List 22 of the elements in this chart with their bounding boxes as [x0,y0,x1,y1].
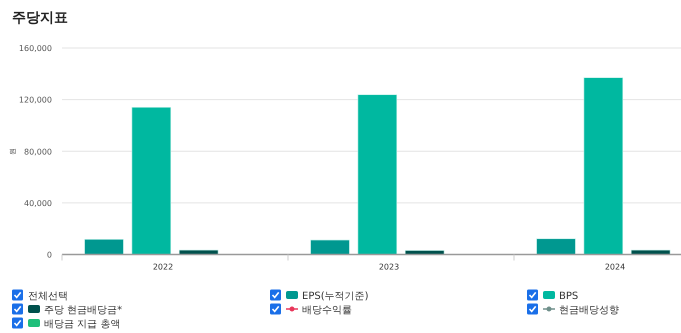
y-tick-label: 160,000 [18,44,52,53]
legend-label: BPS [559,291,578,302]
bar [584,77,624,255]
legend-title: 전체선택 [28,291,68,302]
bar [132,107,172,255]
y-tick-label: 40,000 [24,198,52,208]
y-tick-label: 0 [46,250,52,260]
x-tick-label: 2022 [152,262,174,272]
bar [358,94,398,255]
legend-label: 현금배당성향 [559,305,619,316]
y-tick-label: 120,000 [18,96,52,105]
chart-title: 주당지표 [12,10,68,26]
x-tick-label: 2024 [604,262,626,272]
y-tick-label: 80,000 [24,147,52,156]
bar [536,238,576,255]
legend-label: 배당수익률 [302,305,352,316]
bar [310,240,350,255]
x-tick-label: 2023 [378,262,400,272]
bar [84,239,124,255]
legend-label: 주당 현금배당금* [44,305,122,316]
legend-label: EPS(누적기준) [302,291,369,302]
legend-label: 배당금 지급 총액 [44,319,120,330]
